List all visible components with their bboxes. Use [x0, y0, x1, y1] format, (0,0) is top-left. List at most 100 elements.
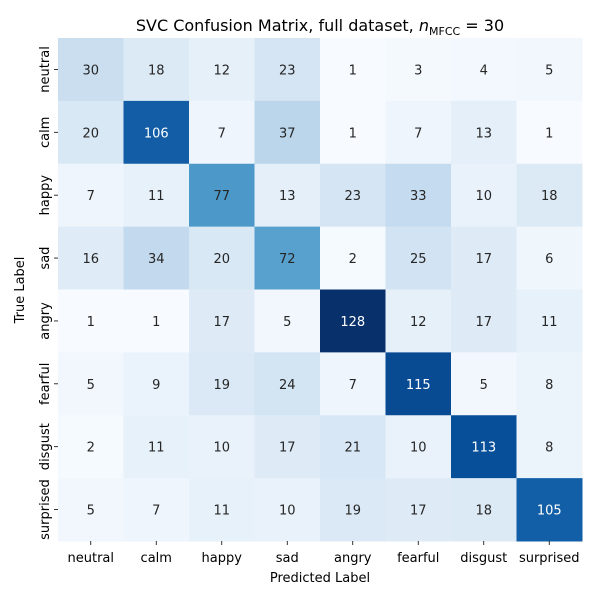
heatmap-cell: [189, 478, 255, 542]
cell-value-label: 18: [148, 63, 165, 78]
cell-value-label: 113: [471, 441, 496, 456]
heatmap-cell: [123, 100, 190, 165]
cell-value-label: 8: [545, 441, 553, 456]
heatmap-cell: [385, 289, 452, 353]
heatmap-cell: [516, 226, 583, 290]
cell-value-label: 21: [344, 441, 361, 456]
cell-value-label: 16: [82, 252, 99, 267]
heatmap-cell: [516, 38, 583, 102]
cell-value-label: 1: [87, 315, 95, 330]
x-tick-label: happy: [202, 551, 243, 566]
x-tick-label: neutral: [68, 551, 115, 566]
y-tick-label: disgust: [38, 423, 53, 470]
heatmap-cell: [58, 38, 124, 102]
heatmap-cell: [189, 38, 255, 102]
cell-value-label: 128: [340, 315, 365, 330]
heatmap-cell: [189, 100, 255, 165]
heatmap-cell: [58, 226, 124, 290]
cell-value-label: 20: [82, 126, 99, 141]
heatmap-cell: [123, 38, 190, 102]
heatmap-cell: [58, 478, 124, 542]
cell-value-label: 105: [537, 504, 562, 519]
y-axis-ticks: neutral calm happy sad angry fearful disgust su…: [38, 46, 58, 540]
heatmap-cell: [58, 100, 124, 165]
cell-value-label: 11: [213, 504, 230, 519]
heatmap-cell: [451, 289, 517, 353]
cell-value-label: 23: [344, 189, 361, 204]
heatmap-cell: [254, 478, 321, 542]
x-tick-label: angry: [334, 551, 372, 566]
heatmap-cell: [516, 289, 583, 353]
heatmap-cell: [58, 352, 124, 416]
heatmap-cell: [320, 100, 386, 165]
cell-value-label: 2: [349, 252, 357, 267]
y-tick-label: happy: [38, 175, 53, 216]
heatmap-cell: [123, 478, 190, 542]
cell-value-label: 5: [87, 378, 95, 393]
chart-title: SVC Confusion Matrix, full dataset, nMFC…: [136, 16, 504, 38]
x-axis-ticks: neutral calm happy sad angry fearful disgust su…: [68, 541, 580, 566]
y-tick-label: fearful: [38, 363, 53, 405]
heatmap-cell: [385, 352, 452, 416]
cell-value-label: 19: [213, 378, 230, 393]
y-axis-label: True Label: [13, 257, 28, 325]
heatmap-cell: [385, 163, 452, 228]
heatmap-cell: [123, 289, 190, 353]
heatmap-cell: [451, 38, 517, 102]
heatmap-cell: [385, 478, 452, 542]
heatmap-cell: [320, 226, 386, 290]
cell-value-label: 11: [148, 441, 165, 456]
cell-value-label: 17: [410, 504, 427, 519]
heatmap-cell: [189, 226, 255, 290]
heatmap-cell: [385, 100, 452, 165]
cell-value-label: 17: [475, 315, 492, 330]
heatmap-cell: [451, 478, 517, 542]
heatmap-cell: [516, 478, 583, 542]
x-tick-label: fearful: [397, 551, 439, 566]
cell-value-label: 11: [541, 315, 558, 330]
cell-value-label: 1: [349, 126, 357, 141]
y-tick-label: calm: [38, 117, 53, 148]
heatmap-cell: [189, 352, 255, 416]
heatmap-cell: [189, 415, 255, 479]
heatmap-cell: [451, 100, 517, 165]
heatmap-cell: [58, 289, 124, 353]
cell-value-label: 7: [349, 378, 357, 393]
cell-value-label: 1: [152, 315, 160, 330]
cell-value-label: 19: [344, 504, 361, 519]
heatmap-cell: [320, 289, 386, 353]
cell-value-label: 17: [213, 315, 230, 330]
cell-value-label: 17: [279, 441, 296, 456]
x-tick-label: surprised: [519, 551, 580, 566]
cell-value-label: 77: [213, 189, 230, 204]
cell-value-label: 23: [279, 63, 296, 78]
x-axis-label: Predicted Label: [270, 571, 370, 586]
cell-value-label: 37: [279, 126, 296, 141]
cell-value-label: 10: [279, 504, 296, 519]
cell-value-label: 10: [410, 441, 427, 456]
heatmap-cell: [385, 226, 452, 290]
cell-value-label: 11: [148, 189, 165, 204]
cell-value-label: 7: [152, 504, 160, 519]
heatmap-cell: [254, 38, 321, 102]
heatmap-cell: [254, 415, 321, 479]
heatmap-cell: [189, 163, 255, 228]
heatmap-cell: [451, 226, 517, 290]
cell-value-label: 115: [406, 378, 431, 393]
heatmap-cell: [385, 38, 452, 102]
cell-value-label: 7: [414, 126, 422, 141]
heatmap-cell: [189, 289, 255, 353]
cell-value-label: 10: [475, 189, 492, 204]
cell-value-label: 5: [87, 504, 95, 519]
cell-value-label: 1: [349, 63, 357, 78]
heatmap-cell: [254, 226, 321, 290]
heatmap-cell: [320, 352, 386, 416]
heatmap-cell: [516, 163, 583, 228]
cell-value-label: 3: [414, 63, 422, 78]
cell-value-label: 30: [82, 63, 99, 78]
cell-value-label: 18: [475, 504, 492, 519]
cell-value-label: 7: [87, 189, 95, 204]
cell-value-label: 106: [144, 126, 169, 141]
heatmap-cell: [123, 163, 190, 228]
cell-value-label: 2: [87, 441, 95, 456]
